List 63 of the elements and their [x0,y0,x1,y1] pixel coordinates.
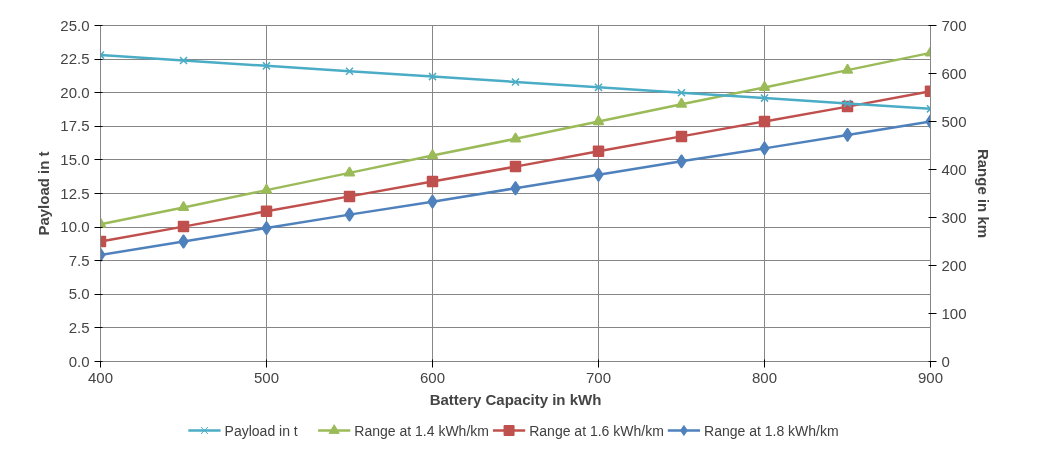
y2-tick-label: 100 [941,304,967,322]
point [426,149,439,160]
y2-tick-label: 200 [941,256,967,274]
point [592,145,605,158]
y-tick-label: 22.5 [60,50,90,68]
x-tick-label: 600 [419,368,446,386]
y-tick-label: 10.0 [60,218,90,236]
y2-tick-label: 400 [941,160,967,178]
y-tick-label: 17.5 [60,117,90,135]
point [758,115,771,128]
point [262,61,271,71]
point [178,234,189,249]
y2-tick-label: 700 [941,16,967,34]
legend-label: Payload in t [224,422,298,439]
y-tick-label: 2.5 [68,318,90,336]
point [841,63,854,74]
point [179,56,188,65]
y-tick-label: 0.0 [68,352,90,370]
x-tick-label: 400 [87,368,114,386]
x-tick-label: 900 [917,368,944,386]
point [427,194,438,209]
y-tick-label: 20.0 [60,83,90,101]
y2-tick-label: 600 [941,64,967,82]
point [676,154,687,169]
point [592,114,605,126]
point [677,88,686,97]
point [426,175,439,188]
point [343,166,356,177]
point [759,141,770,156]
y2-tick-label: 500 [941,112,967,130]
point [177,200,190,212]
point [760,93,769,103]
point [343,190,356,203]
point [345,66,354,76]
x-axis-title: Battery Capacity in kWh [429,390,602,408]
y-tick-label: 12.5 [60,184,90,202]
x-tick-label: 800 [751,368,778,386]
y2-tick-label: 0 [941,352,950,370]
point [758,80,771,92]
x-tick-label: 500 [253,368,280,386]
y-tick-label: 25.0 [60,16,90,34]
point [428,72,437,81]
x-tick-label: 700 [585,368,612,386]
y-tick-label: 7.5 [68,251,90,269]
point [260,183,273,194]
point [509,132,522,143]
point [260,205,273,218]
y-axis-title: Payload in t [35,151,53,236]
point [344,207,355,222]
y2-axis-title: Range in km [974,148,992,239]
y2-tick-label: 300 [941,208,967,226]
point [675,97,688,108]
y-tick-label: 15.0 [60,150,90,168]
legend-label: Range at 1.6 kWh/km [529,422,664,439]
legend-label: Range at 1.8 kWh/km [704,422,839,439]
legend-label: Range at 1.4 kWh/km [354,422,489,439]
point [594,83,603,92]
point [509,160,522,173]
point [511,77,520,87]
point [675,130,688,143]
y-tick-label: 5.0 [68,285,90,303]
point [177,220,190,233]
point [843,99,852,108]
